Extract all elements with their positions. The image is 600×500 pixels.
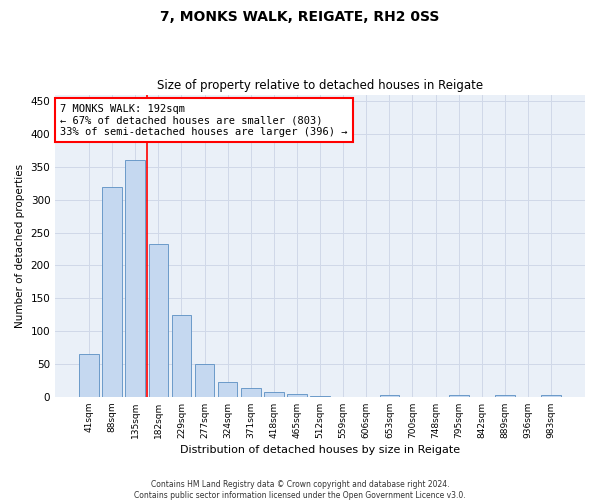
Bar <box>495 395 515 397</box>
Text: 7 MONKS WALK: 192sqm
← 67% of detached houses are smaller (803)
33% of semi-deta: 7 MONKS WALK: 192sqm ← 67% of detached h… <box>61 104 348 137</box>
Bar <box>380 395 399 397</box>
Bar <box>195 364 214 397</box>
Bar <box>541 395 561 397</box>
Bar <box>264 392 284 397</box>
Y-axis label: Number of detached properties: Number of detached properties <box>15 164 25 328</box>
Text: Contains HM Land Registry data © Crown copyright and database right 2024.
Contai: Contains HM Land Registry data © Crown c… <box>134 480 466 500</box>
Bar <box>287 394 307 397</box>
Bar <box>103 186 122 397</box>
Title: Size of property relative to detached houses in Reigate: Size of property relative to detached ho… <box>157 79 483 92</box>
Bar <box>310 396 330 397</box>
Bar <box>241 388 260 397</box>
Bar <box>449 395 469 397</box>
Bar <box>172 314 191 397</box>
X-axis label: Distribution of detached houses by size in Reigate: Distribution of detached houses by size … <box>180 445 460 455</box>
Bar <box>79 354 99 397</box>
Bar <box>149 244 168 397</box>
Text: 7, MONKS WALK, REIGATE, RH2 0SS: 7, MONKS WALK, REIGATE, RH2 0SS <box>160 10 440 24</box>
Bar <box>125 160 145 397</box>
Bar <box>218 382 238 397</box>
